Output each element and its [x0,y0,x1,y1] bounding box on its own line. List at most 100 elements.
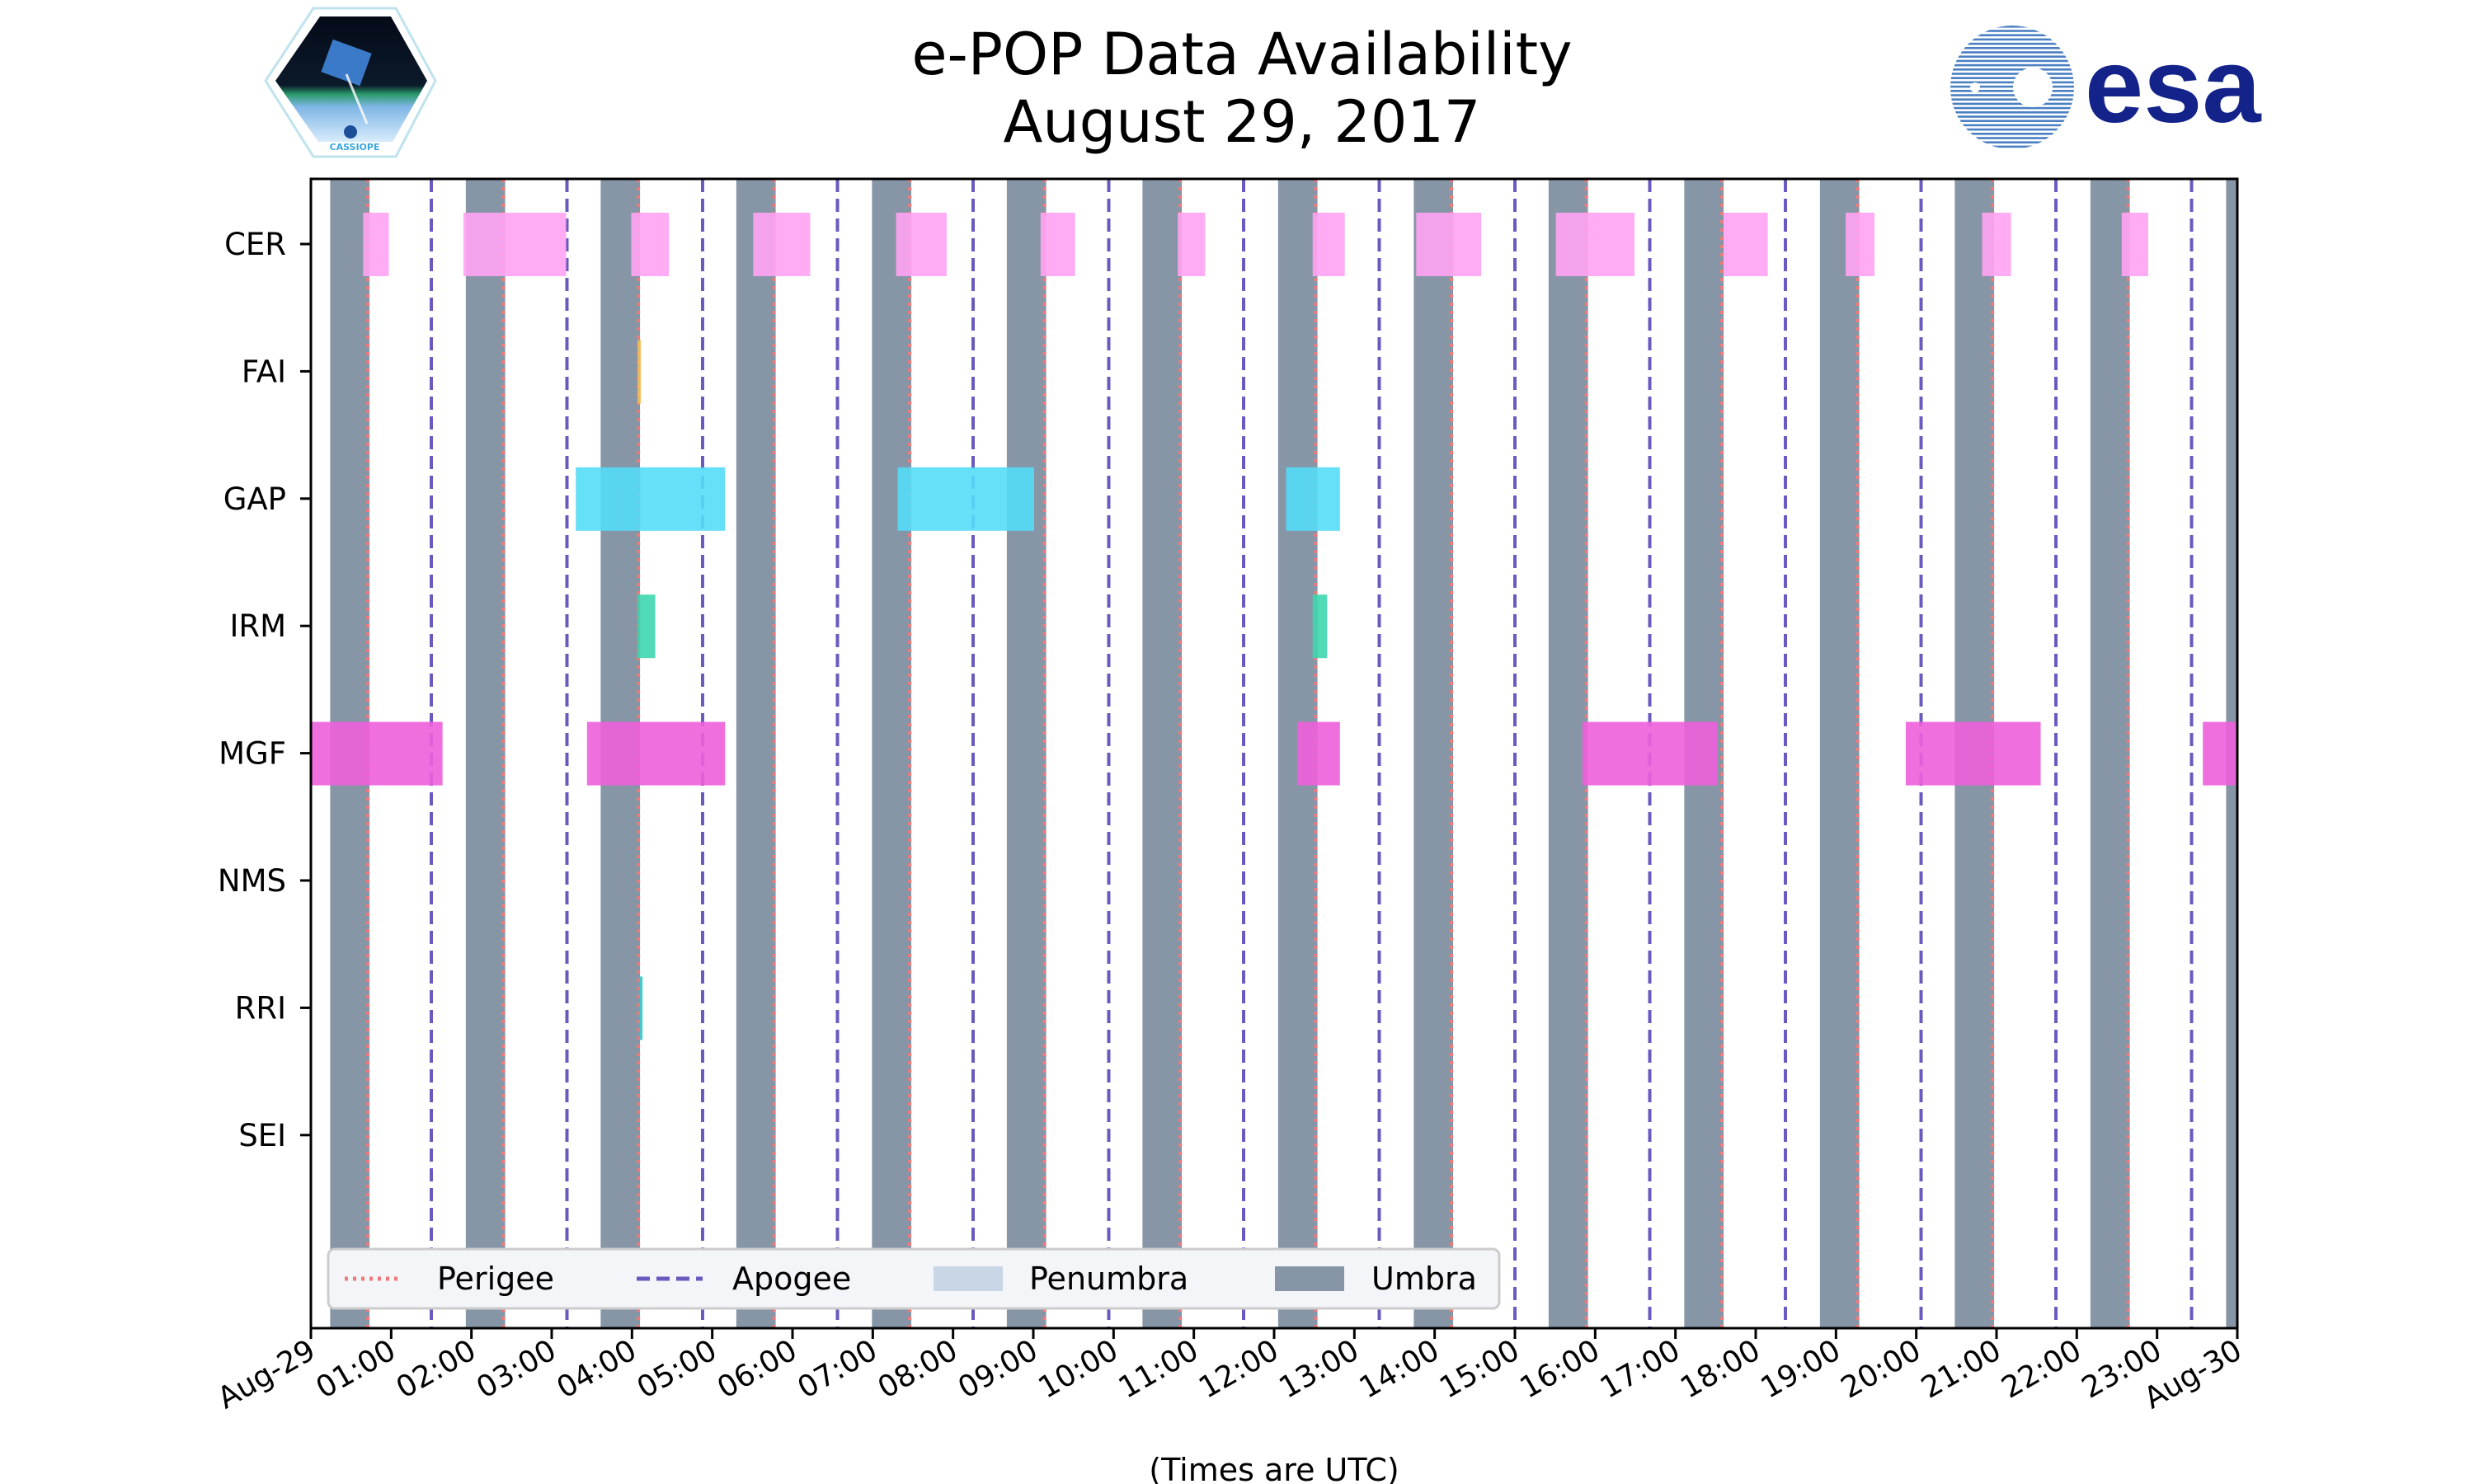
x-tick-label: Aug-29 [212,1333,321,1416]
esa-logo-stripe [1950,85,2074,88]
esa-logo-stripe [1950,111,2074,114]
availability-bar-cer [1982,213,2011,276]
x-tick-label: 03:00 [471,1333,562,1405]
x-tick-label: 17:00 [1595,1333,1686,1405]
availability-bar-cer [896,213,947,276]
availability-bar-cer [1312,213,1345,276]
esa-logo-stripe [1950,133,2074,135]
availability-bar-cer [2121,213,2148,276]
y-tick-label-fai: FAI [242,354,286,389]
x-tick-label: 20:00 [1836,1333,1926,1405]
esa-logo-stripe [1950,145,2074,148]
x-tick-label: 05:00 [632,1333,722,1405]
umbra-band [1819,179,1860,1328]
availability-bar-cer [363,213,389,276]
esa-logo-stripe [1946,150,2086,153]
umbra-band [465,179,506,1328]
legend-umbra-label: Umbra [1371,1261,1477,1297]
umbra-band [736,179,776,1328]
esa-logo-stripe [1950,128,2074,131]
y-tick-label-irm: IRM [229,608,286,644]
x-tick-label: 06:00 [712,1333,802,1405]
y-tick-label-sei: SEI [238,1118,286,1153]
esa-logo-stripe [1950,102,2074,106]
x-tick-label: 10:00 [1032,1333,1123,1405]
chart-title-line1: e-POP Data Availability [911,21,1572,88]
legend-umbra-swatch [1275,1266,1344,1291]
x-tick-label: 11:00 [1113,1333,1204,1405]
y-tick-label-mgf: MGF [219,736,286,772]
availability-bar-cer [1555,213,1635,276]
x-tick-label: 18:00 [1675,1333,1766,1405]
legend-penumbra-label: Penumbra [1029,1261,1188,1297]
availability-bar-irm [637,594,656,659]
esa-logo-stripe [1950,30,2074,32]
y-tick-label-rri: RRI [235,990,286,1026]
esa-logo-stripe [1950,26,2074,28]
esa-logo-stripe [1950,137,2074,139]
esa-logo-stripe [1950,120,2074,122]
esa-logo-stripe [1950,77,2074,79]
availability-bar-fai [637,340,642,404]
x-tick-label: 07:00 [792,1333,882,1405]
availability-bar-cer [1178,213,1206,276]
esa-logo-stripe [1950,51,2074,54]
legend-perigee-label: Perigee [437,1261,554,1297]
esa-logo-stripe [1950,106,2074,110]
availability-bar-cer [753,213,811,276]
availability-bar-mgf [2203,721,2237,786]
availability-bar-mgf [1582,721,1718,786]
umbra-band [2090,179,2130,1328]
availability-bar-gap [576,467,726,531]
x-tick-label: 13:00 [1273,1333,1364,1405]
availability-bar-mgf [586,721,726,786]
x-tick-label: 01:00 [310,1333,401,1405]
esa-logo-stripe [1950,34,2074,36]
x-tick-label: 16:00 [1514,1333,1605,1405]
esa-logo-stripe [1950,124,2074,127]
esa-logo-stripe [1950,115,2074,118]
availability-bar-cer [1040,213,1075,276]
y-tick-label-nms: NMS [218,863,286,899]
esa-logo-stripe [1950,81,2074,84]
esa-logo-stripe [1950,42,2074,45]
x-tick-label: 12:00 [1193,1333,1284,1405]
esa-logo-stripe [1950,90,2074,92]
availability-bar-mgf [1906,721,2041,786]
esa-logo-stripe [1950,59,2074,63]
y-tick-label-gap: GAP [223,481,286,517]
legend-penumbra-swatch [934,1266,1003,1291]
legend-apogee-label: Apogee [732,1261,851,1297]
availability-bar-cer [1416,213,1482,276]
availability-bar-gap [897,467,1034,531]
esa-logo-stripe [1950,94,2074,96]
esa-logo-stripe [1950,38,2074,41]
x-tick-label: 22:00 [1996,1333,2086,1405]
esa-logo-stripe [1950,55,2074,58]
x-tick-label: 02:00 [391,1333,482,1405]
esa-logo-stripe [1950,73,2074,75]
esa-logo: esa [1946,26,2261,153]
x-axis-label: (Times are UTC) [1149,1452,1399,1484]
x-tick-label: 14:00 [1354,1333,1445,1405]
chart-title-line2: August 29, 2017 [1004,88,1481,156]
availability-bar-cer [1846,213,1875,276]
esa-logo-stripe [1950,63,2074,67]
x-tick-label: 08:00 [872,1333,963,1405]
umbra-band [1413,179,1454,1328]
x-tick-label: 09:00 [952,1333,1043,1405]
esa-logo-text: esa [2085,27,2261,145]
esa-logo-stripe [1950,68,2074,71]
availability-bar-cer [463,213,567,276]
esa-logo-stripe [1950,98,2074,101]
umbra-band [1142,179,1183,1328]
availability-bar-mgf [1297,721,1340,786]
x-tick-label: 19:00 [1755,1333,1846,1405]
availability-bar-irm [1312,594,1328,659]
x-tick-label: 15:00 [1434,1333,1525,1405]
cassiope-logo: CASSIOPE [264,7,437,158]
legend: Perigee Apogee Penumbra Umbra [327,1247,1501,1310]
esa-logo-stripe [1950,47,2074,49]
cassiope-logo-text: CASSIOPE [330,142,380,153]
